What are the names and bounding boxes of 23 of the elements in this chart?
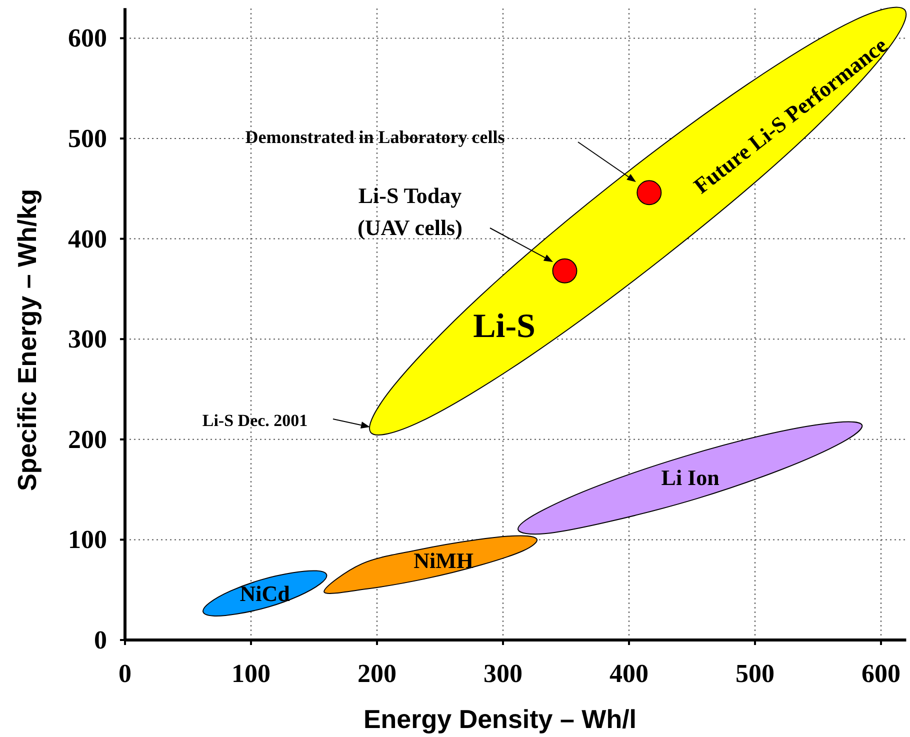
y-tick-label: 100 bbox=[68, 525, 107, 554]
x-axis-title: Energy Density – Wh/l bbox=[363, 704, 637, 734]
x-tick-label: 400 bbox=[610, 659, 648, 688]
x-tick-label: 100 bbox=[232, 659, 270, 688]
x-tick-label: 500 bbox=[736, 659, 774, 688]
y-tick-label: 600 bbox=[68, 24, 107, 53]
annotation: Demonstrated in Laboratory cells bbox=[245, 127, 505, 147]
y-tick-label: 0 bbox=[94, 626, 107, 654]
y-tick-label: 200 bbox=[68, 424, 107, 454]
x-tick-label: 600 bbox=[862, 659, 900, 688]
y-axis-title: Specific Energy – Wh/kg bbox=[12, 189, 42, 491]
series-label: Li-S bbox=[473, 308, 536, 346]
series-label: Li Ion bbox=[661, 465, 720, 490]
y-tick-label: 300 bbox=[68, 324, 107, 354]
y-tick-label: 500 bbox=[68, 124, 107, 153]
x-tick-label: 300 bbox=[484, 659, 522, 688]
y-tick-label: 400 bbox=[68, 224, 107, 254]
series-label: NiCd bbox=[240, 580, 290, 606]
annotation: Li-S Dec. 2001 bbox=[202, 410, 308, 430]
series-label: NiMH bbox=[414, 548, 474, 573]
annotation: Li-S Today (UAV cells) bbox=[358, 182, 462, 240]
x-tick-label: 200 bbox=[358, 659, 396, 688]
x-tick-label: 0 bbox=[118, 659, 132, 688]
